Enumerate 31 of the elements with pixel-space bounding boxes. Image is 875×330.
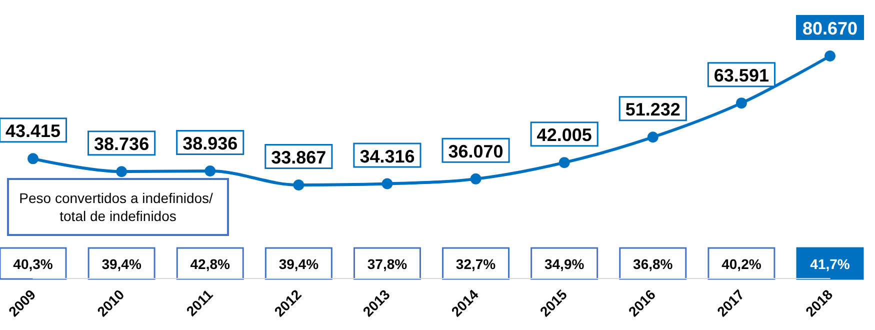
data-label: 51.232 [625,100,680,120]
data-label: 63.591 [714,66,769,86]
point [382,178,393,190]
text: 42,8% [190,256,231,272]
text: Peso convertidos a indefinidos/ total de indefinidos [19,190,217,224]
text: 41,7% [810,256,850,272]
data-label: 43.415 [5,121,61,142]
data-label: 38.936 [182,134,238,154]
point [647,132,658,143]
text: 36,8% [633,256,674,272]
text: 40,3% [13,256,54,272]
text: 39,4% [278,256,320,272]
text: 39,4% [102,256,142,272]
text: 34,9% [544,256,585,272]
point [204,166,216,177]
data-label: 80.670 [802,18,858,38]
data-label: 42.005 [536,125,592,146]
data-label: 36.070 [448,141,504,162]
data-label: 38.736 [94,134,150,154]
point [293,180,304,190]
data-label: 34.316 [360,146,415,166]
point [116,166,128,178]
point [558,157,570,168]
text: 37,8% [367,256,408,272]
point [28,153,38,164]
data-label: 33.867 [271,148,326,168]
text: 32,7% [456,256,496,272]
point [736,98,747,109]
point [470,173,482,184]
text: 40,2% [722,256,762,272]
point [824,50,836,62]
